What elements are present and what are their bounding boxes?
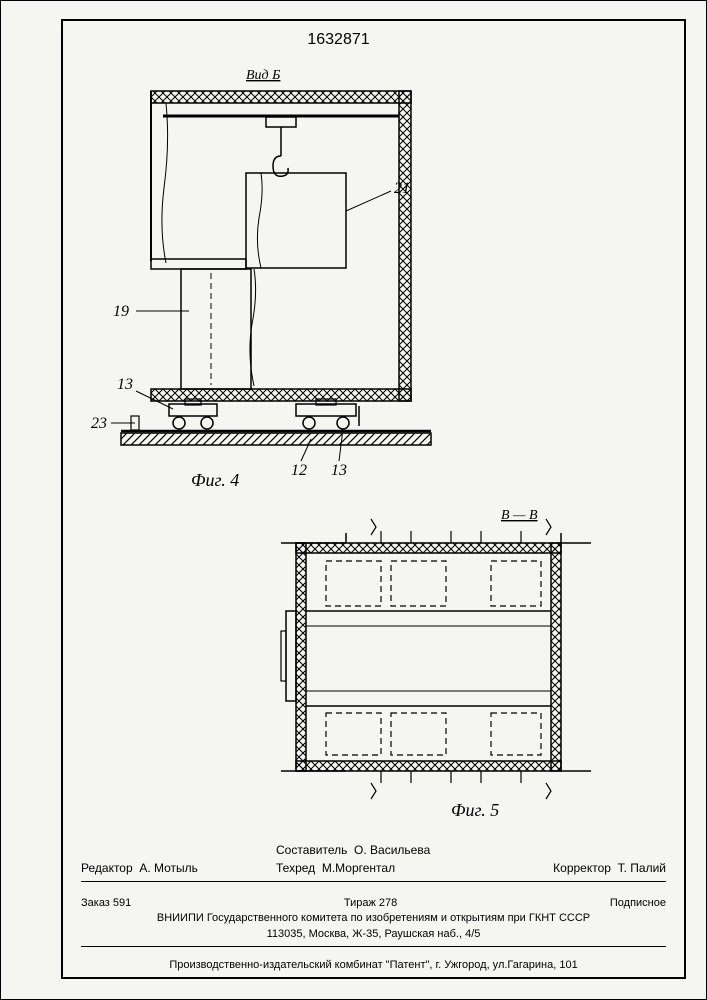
callout-19: 19: [113, 303, 129, 320]
footer-block-2: Производственно-издательский комбинат "П…: [81, 959, 666, 971]
techred-name: М.Моргентал: [322, 861, 395, 875]
credits-block: Составитель О. Васильева Редактор А. Мот…: [81, 841, 666, 886]
order-number: Заказ 591: [81, 896, 131, 911]
corrector-label: Корректор: [553, 861, 611, 875]
corrector-name: Т. Палий: [618, 861, 666, 875]
addr-line-1: 113035, Москва, Ж-35, Раушская наб., 4/5: [81, 927, 666, 942]
org-line-1: ВНИИПИ Государственного комитета по изоб…: [81, 911, 666, 926]
footer-block-1: Заказ 591 Тираж 278 Подписное ВНИИПИ Гос…: [81, 896, 666, 951]
doc-number: 1632871: [1, 31, 676, 49]
trolley-right: [296, 399, 359, 429]
figure-5: В — В Фиг. 5: [251, 501, 601, 821]
org-line-2: Производственно-издательский комбинат "П…: [81, 959, 666, 971]
callout-13b: 13: [331, 462, 347, 479]
tirazh: Тираж 278: [344, 896, 397, 911]
compiler-name: О. Васильева: [354, 843, 430, 857]
callout-12: 12: [291, 462, 307, 479]
editor-name: А. Мотыль: [139, 861, 198, 875]
editor-label: Редактор: [81, 861, 133, 875]
callout-23: 23: [91, 415, 107, 432]
figure-4: Вид Б 21 1: [91, 61, 471, 491]
trolley-left: [169, 399, 217, 429]
callout-13a: 13: [117, 376, 133, 393]
fig5-section-label: В — В: [501, 508, 538, 523]
fig4-view-label: Вид Б: [246, 68, 280, 83]
podpisnoe: Подписное: [610, 896, 666, 911]
callout-21: 21: [394, 180, 410, 197]
fig4-caption: Фиг. 4: [191, 470, 239, 490]
techred-label: Техред: [276, 861, 315, 875]
fig5-caption: Фиг. 5: [451, 800, 499, 820]
compiler-label: Составитель: [276, 843, 347, 857]
